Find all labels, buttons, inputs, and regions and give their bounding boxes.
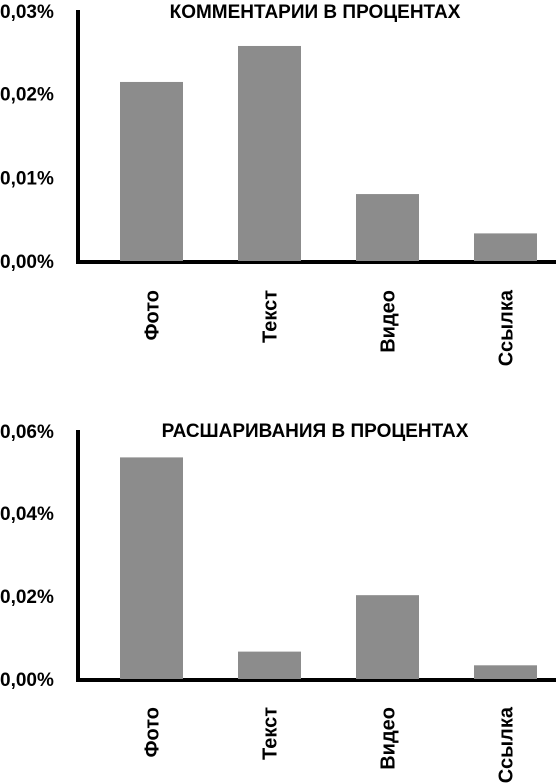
bar-3 (356, 194, 419, 261)
y-tick-label: 0,03% (0, 2, 54, 23)
bar-1 (120, 457, 183, 679)
category-label: Фото (142, 290, 164, 341)
y-tick-label: 0,00% (0, 670, 54, 691)
category-label: Фото (142, 707, 164, 758)
y-tick-label: 0,02% (0, 587, 54, 608)
bar-4 (474, 233, 537, 261)
chart-title: РАСШАРИВАНИЯ В ПРОЦЕНТАХ (162, 421, 469, 442)
category-label: Текст (260, 707, 282, 760)
shares-chart: РАСШАРИВАНИЯ В ПРОЦЕНТАХ 0,00% 0,02% 0,04%… (0, 421, 556, 783)
bar-2 (238, 45, 301, 261)
bar-3 (356, 595, 419, 679)
category-label: Видео (378, 290, 400, 353)
category-label: Ссылка (496, 706, 518, 783)
y-tick-label: 0,06% (0, 422, 54, 443)
y-tick-label: 0,01% (0, 168, 54, 189)
bar-1 (120, 81, 183, 261)
y-tick-label: 0,02% (0, 85, 54, 106)
chart-title: КОММЕНТАРИИ В ПРОЦЕНТАХ (170, 2, 461, 23)
y-tick-label: 0,04% (0, 504, 54, 525)
comments-chart: КОММЕНТАРИИ В ПРОЦЕНТАХ 0,00% 0,01% 0,02% 0… (0, 2, 556, 366)
category-label: Видео (378, 707, 400, 770)
bar-4 (474, 665, 537, 679)
category-label: Ссылка (496, 289, 518, 366)
category-label: Текст (260, 290, 282, 343)
bar-2 (238, 651, 301, 679)
y-tick-label: 0,00% (0, 252, 54, 273)
